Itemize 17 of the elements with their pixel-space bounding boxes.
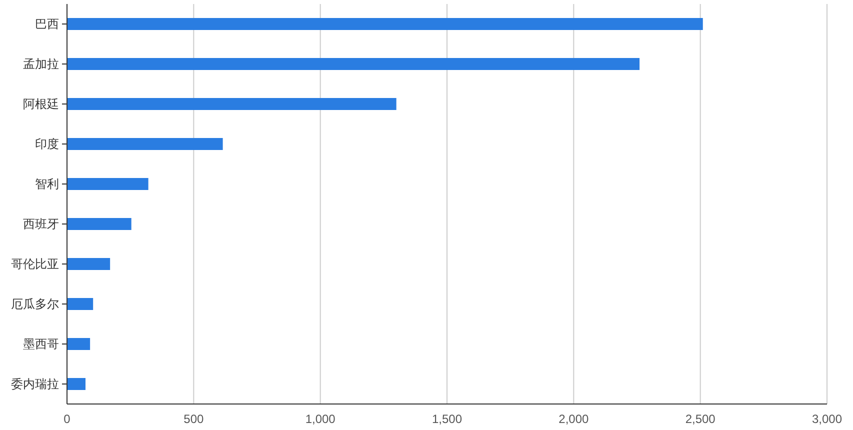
x-tick-label: 2,000 <box>558 412 590 426</box>
y-tick-label: 阿根廷 <box>23 97 59 111</box>
x-tick-label: 1,500 <box>432 412 462 426</box>
x-tick-label: 0 <box>64 412 71 426</box>
y-tick-label: 哥伦比亚 <box>11 257 59 271</box>
y-tick-label: 墨西哥 <box>23 337 59 351</box>
x-tick-label: 2,500 <box>685 412 716 426</box>
y-tick-label: 印度 <box>35 137 59 151</box>
x-tick-label: 1,000 <box>305 412 336 426</box>
x-tick-label: 500 <box>184 412 204 426</box>
x-tick-label: 3,000 <box>812 412 842 426</box>
y-tick-label: 孟加拉 <box>23 57 59 71</box>
y-tick-label: 委内瑞拉 <box>11 377 59 391</box>
y-tick-label: 厄瓜多尔 <box>11 297 59 311</box>
y-tick-label: 巴西 <box>35 17 59 31</box>
y-tick-label: 西班牙 <box>23 217 59 231</box>
y-tick-label: 智利 <box>35 177 59 191</box>
